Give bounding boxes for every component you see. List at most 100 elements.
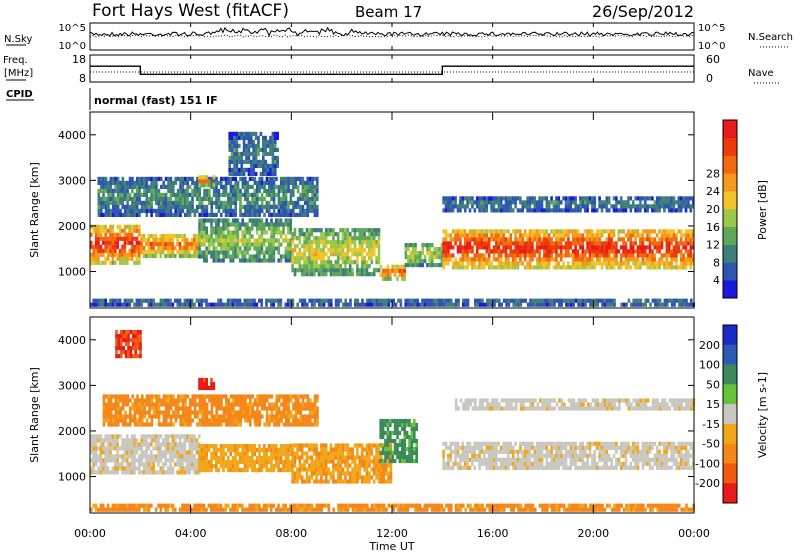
power-cell: [689, 253, 693, 258]
power-cell: [116, 204, 120, 209]
power-cell: [670, 241, 673, 246]
power-cell: [239, 204, 242, 209]
velocity-cell: [270, 460, 273, 465]
power-cell: [600, 265, 604, 270]
power-cell: [673, 302, 676, 307]
power-cell: [473, 261, 477, 266]
velocity-cell: [379, 442, 382, 448]
velocity-cell: [303, 459, 306, 464]
velocity-cell: [308, 443, 311, 448]
power-cell: [247, 135, 251, 140]
power-cell: [123, 192, 127, 197]
power-cell: [600, 204, 604, 209]
velocity-cell: [135, 450, 139, 455]
power-cell: [200, 183, 204, 188]
power-cell: [475, 245, 479, 250]
velocity-cell: [176, 446, 179, 451]
velocity-cell: [248, 456, 252, 461]
velocity-cell: [468, 449, 472, 454]
velocity-cell: [267, 444, 271, 449]
power-cell: [231, 298, 235, 303]
power-cell: [461, 265, 465, 270]
power-cell: [193, 180, 197, 185]
power-cell: [150, 192, 153, 197]
velocity-cell: [353, 471, 357, 476]
power-cell: [164, 184, 168, 189]
power-cell: [624, 249, 628, 254]
power-cell: [155, 200, 158, 205]
power-cell: [574, 261, 577, 266]
velocity-cell: [99, 462, 103, 467]
power-cell: [94, 302, 98, 307]
power-cell: [270, 246, 273, 251]
power-cell: [126, 256, 129, 261]
power-cell: [142, 237, 146, 243]
power-cell: [332, 264, 335, 269]
power-cell: [433, 298, 436, 303]
velocity-cell: [215, 444, 218, 449]
freq-left-tick-top: 18: [72, 53, 86, 66]
velocity-cell: [332, 475, 335, 480]
power-cell: [268, 200, 271, 205]
power-cell: [431, 251, 434, 256]
power-cell: [196, 208, 199, 213]
power-cell: [414, 259, 417, 264]
velocity-cell: [152, 470, 155, 475]
power-cell: [653, 265, 657, 270]
velocity-cell: [234, 464, 237, 469]
power-cell: [271, 163, 275, 168]
power-cell: [466, 257, 469, 262]
power-cell: [255, 222, 259, 227]
velocity-cell: [270, 456, 273, 461]
power-cell: [428, 263, 432, 268]
power-cell: [240, 167, 243, 172]
velocity-cell: [198, 460, 201, 465]
velocity-cell: [344, 447, 347, 452]
velocity-cell: [106, 438, 110, 443]
power-cell: [292, 200, 295, 205]
power-cell: [169, 176, 173, 181]
power-cell: [310, 268, 314, 273]
power-cell: [234, 302, 237, 307]
velocity-cell: [126, 446, 129, 451]
power-cell: [344, 244, 347, 249]
power-cell: [159, 241, 163, 247]
power-cell: [229, 204, 233, 209]
power-cell: [579, 204, 582, 209]
power-cell: [157, 249, 160, 255]
power-cell: [473, 241, 477, 246]
velocity-cell: [386, 418, 390, 424]
velocity-cell: [183, 434, 187, 439]
power-cell: [198, 188, 201, 193]
power-cell: [269, 147, 272, 152]
power-cell: [306, 184, 309, 189]
velocity-cell: [133, 434, 136, 439]
power-cell: [247, 139, 251, 144]
power-cell: [143, 208, 146, 213]
power-cell: [243, 258, 247, 263]
power-cell: [287, 226, 290, 231]
power-cell: [159, 253, 163, 259]
velocity-cell: [315, 463, 318, 468]
power-cell: [678, 302, 681, 307]
power-cell: [301, 208, 305, 213]
power-cell: [459, 245, 462, 250]
power-cell: [475, 249, 479, 254]
power-cell: [140, 184, 144, 189]
velocity-cell: [227, 456, 230, 461]
power-cell: [119, 212, 122, 217]
velocity-cell: [365, 451, 369, 456]
velocity-cell: [200, 456, 204, 461]
power-cell: [586, 200, 589, 205]
power-cell: [463, 241, 467, 246]
power-cell: [468, 229, 472, 234]
velocity-cell: [104, 466, 107, 471]
power-cell: [212, 250, 216, 255]
power-cell: [271, 155, 275, 160]
power-cell: [150, 302, 153, 307]
power-cell: [256, 184, 259, 189]
power-cell: [315, 298, 319, 303]
power-cell: [435, 247, 439, 252]
velocity-cell: [159, 454, 163, 459]
power-cell: [140, 204, 144, 209]
